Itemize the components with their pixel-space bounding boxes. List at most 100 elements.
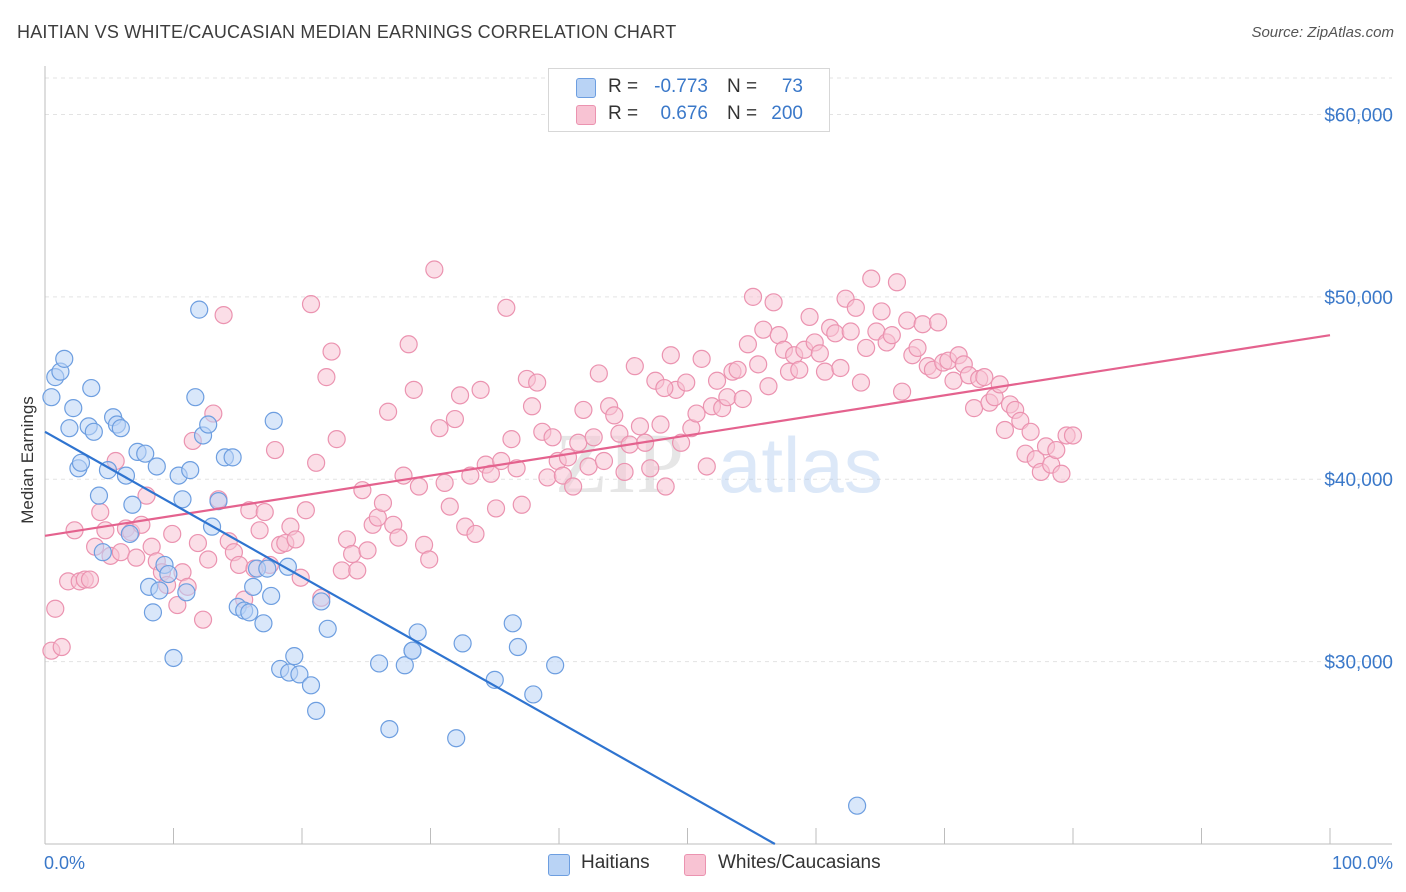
white-point [944,371,963,390]
axis-labels: $30,000 $40,000 $50,000 $60,000 0.0% 100.0% Me… [18,105,1393,873]
white-point [605,406,624,425]
white-point [964,399,984,418]
white-point [913,315,932,334]
haitian-point [848,796,867,815]
haitian-point [223,448,242,467]
white-point [466,524,485,544]
haitians-swatch [576,78,596,98]
haitian-point [150,581,169,600]
white-point [764,293,783,312]
white-point [692,349,711,368]
white-point [378,402,398,421]
whites-swatch [576,105,596,125]
haitian-point [93,543,112,562]
haitian-point [82,378,101,398]
haitian-point [143,603,163,622]
white-point [497,298,516,317]
white-point [995,420,1014,440]
haitian-point [42,388,61,407]
white-point [671,433,691,452]
white-point [91,502,110,522]
whites-legend-swatch [684,854,706,876]
white-point [790,360,809,379]
white-point [733,389,752,409]
haitian-point [546,656,565,675]
white-point [373,493,393,513]
white-point [718,388,737,407]
white-point [188,533,208,553]
whites-legend-label: Whites/Caucasians [718,852,881,873]
white-point [738,335,757,354]
haitian-point [244,577,263,596]
white-point [80,570,100,589]
white-point [522,397,542,416]
white-point [656,477,675,496]
y-tick-label: $60,000 [1324,105,1393,126]
white-point [404,380,423,399]
white-point [317,368,336,387]
white-point [307,453,326,472]
y-tick-label: $40,000 [1324,470,1393,491]
white-point [677,373,696,392]
white-point [892,382,912,401]
white-point [841,322,860,341]
haitian-point [136,444,155,463]
white-point [851,373,871,392]
legend-n-label: N = [727,76,758,97]
white-point [409,477,429,496]
haitian-point [120,524,139,544]
white-point [1063,426,1083,445]
haitians-trend-line [44,430,776,845]
white-point [558,448,578,467]
white-point [163,524,182,544]
stats-legend: R = -0.773 N = 73 R = 0.676 N = 200 [548,68,830,132]
haitian-point [147,457,166,476]
chart-title: HAITIAN VS WHITE/CAUCASIAN MEDIAN EARNIN… [17,22,677,42]
white-point [898,311,917,330]
white-point [543,428,562,447]
haitian-point [84,422,103,441]
white-point [111,543,130,562]
haitian-point [408,623,427,642]
haitian-point [524,685,543,704]
white-point [430,419,449,438]
haitian-point [240,603,259,622]
white-point [728,360,747,379]
haitian-point [370,654,389,673]
whites-points [42,260,1083,660]
legend-r-label: R = [608,76,639,97]
haitian-point [318,619,337,638]
white-point [862,269,881,288]
white-point [52,637,71,657]
legend-row-haitians: R = -0.773 N = 73 [549,74,829,100]
legend-row-whites: R = 0.676 N = 200 [549,101,829,127]
haitians-legend-label: Haitians [581,852,650,873]
white-point [512,495,531,514]
white-point [507,459,526,478]
whites-trend-line [44,334,1331,537]
haitian-point [159,564,178,584]
haitians-legend-swatch [548,854,570,876]
white-point [594,451,614,471]
haitian-point [285,647,304,666]
haitian-point [301,676,321,695]
white-point [574,400,593,420]
haitian-point [290,665,309,684]
legend-n-value: 200 [771,103,803,124]
white-point [743,287,763,306]
watermark-atlas: atlas [718,421,883,509]
white-point [435,473,454,492]
white-point [255,502,274,522]
white-point [214,305,233,325]
white-point [229,555,249,575]
white-point [301,295,321,314]
white-point [250,521,269,540]
white-point [661,346,680,365]
white-point [322,342,341,361]
white-point [265,440,285,460]
white-point [810,344,829,363]
haitian-point [264,411,283,430]
white-point [651,415,670,434]
white-point [1021,422,1040,441]
haitian-point [307,701,326,720]
